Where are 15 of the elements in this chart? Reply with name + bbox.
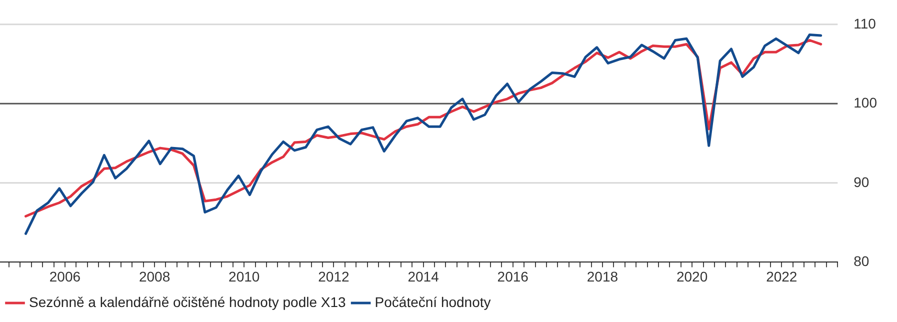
x-tick-label: 2012 [318, 268, 350, 284]
x-tick-label: 2006 [49, 268, 81, 284]
y-tick-label: 110 [854, 15, 876, 32]
x-tick-label: 2018 [586, 268, 618, 284]
y-tick-label: 80 [854, 253, 870, 270]
x-tick-label: 2016 [497, 268, 529, 284]
x-tick-label: 2014 [408, 268, 440, 284]
y-tick-label: 100 [854, 94, 878, 111]
x-tick-label: 2022 [766, 268, 798, 284]
y-tick-label: 90 [854, 174, 870, 190]
legend-label: Sezónně a kalendářně očištěné hodnoty podle X13 [29, 294, 346, 310]
x-tick-label: 2020 [676, 268, 708, 284]
legend-label: Počáteční hodnoty [374, 294, 491, 310]
x-tick-label: 2010 [228, 268, 260, 284]
x-tick-label: 2008 [138, 268, 170, 284]
